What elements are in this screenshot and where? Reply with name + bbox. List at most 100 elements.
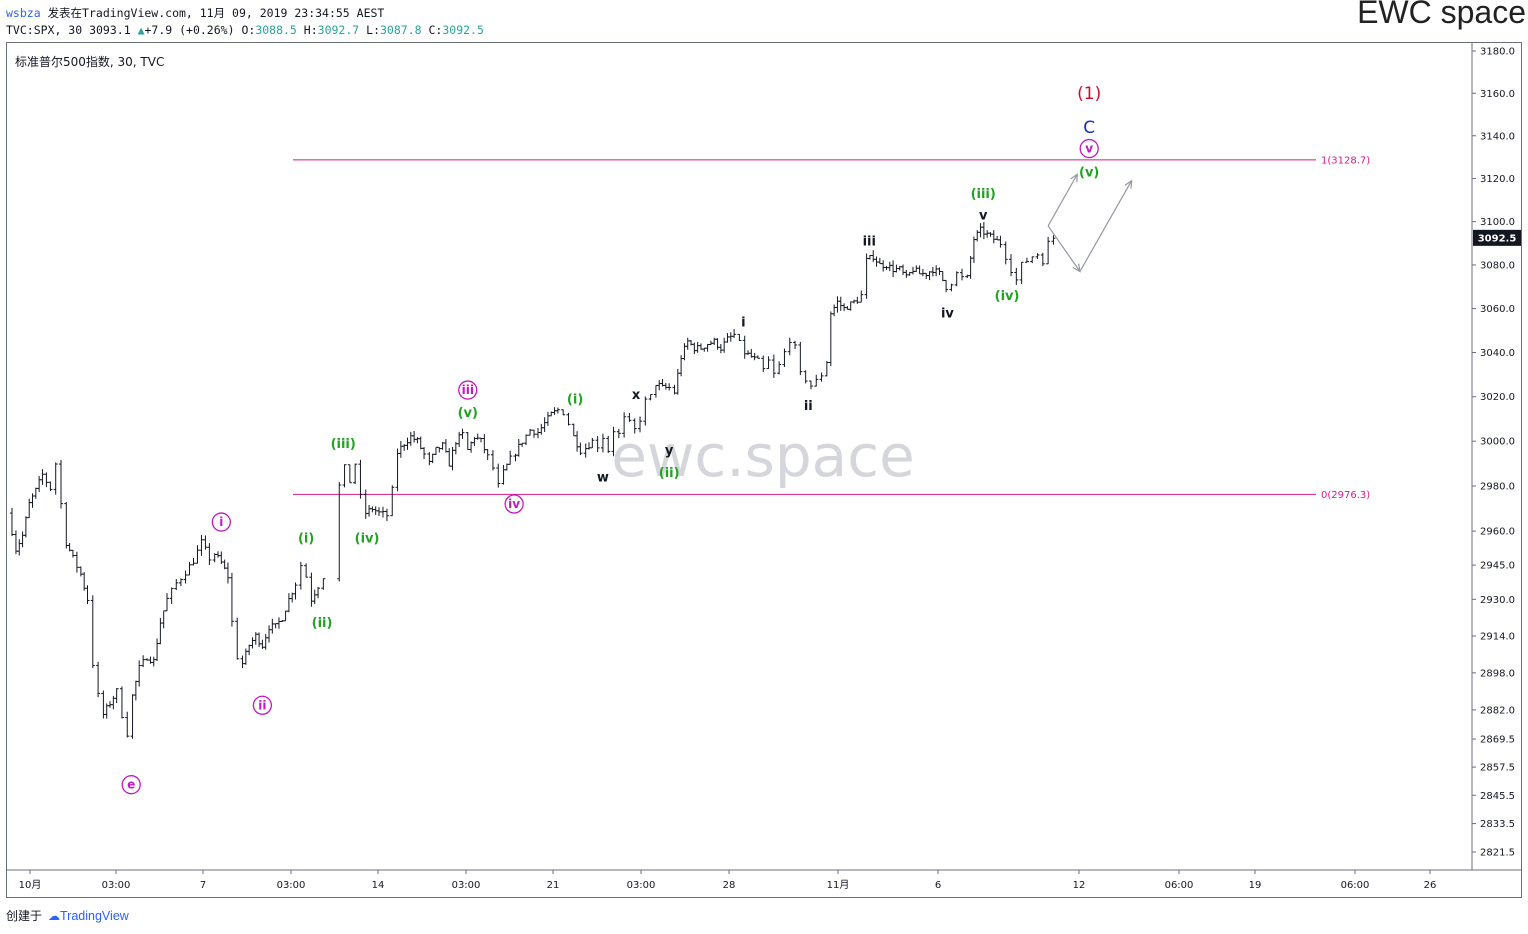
time-tick-label: 06:00	[1165, 880, 1194, 891]
price-axis[interactable]: 3180.0 3160.0 3140.0 3120.0 3100.0 3080.0 3060…	[1472, 47, 1515, 859]
wave-label-circle	[458, 380, 478, 400]
wave-label: iv	[941, 307, 954, 322]
wave-label: (ii)	[659, 466, 680, 481]
wave-label: w	[597, 471, 609, 486]
price-tick-label: 2857.5	[1480, 763, 1515, 774]
time-tick-label: 10月	[19, 879, 42, 891]
last-price-label: 3092.5	[1478, 233, 1517, 244]
chart-frame	[6, 42, 1522, 898]
price-tick-label: 3040.0	[1480, 348, 1515, 359]
footer: 创建于 ☁TradingView	[6, 907, 129, 924]
time-tick-label: 06:00	[1341, 880, 1370, 891]
wave-label: (v)	[1079, 166, 1099, 181]
price-change: +7.9 (+0.26%)	[144, 23, 235, 37]
time-tick-label: 19	[1249, 880, 1262, 891]
wave-label: (iv)	[355, 531, 380, 546]
wave-label-circle	[121, 775, 141, 795]
projection-arrow-line	[1079, 180, 1133, 272]
wave-label: iv	[508, 497, 520, 511]
wave-label: (v)	[458, 406, 478, 421]
wave-label: (1)	[1077, 84, 1101, 104]
projection-arrow-line	[1047, 173, 1078, 227]
price-tick-label: 3020.0	[1480, 392, 1515, 403]
wave-label: y	[665, 444, 674, 459]
wave-label-circle	[211, 512, 231, 532]
candles	[9, 222, 1056, 739]
plot-title: 标准普尔500指数, 30, TVC	[15, 55, 165, 69]
tradingview-link[interactable]: TradingView	[60, 909, 129, 923]
price-tick-label: 2821.5	[1480, 848, 1515, 859]
wave-label: (ii)	[312, 616, 333, 631]
time-tick-label: 14	[372, 880, 385, 891]
last-price-tag: 3092.5	[1473, 229, 1521, 246]
time-tick-label: 21	[547, 880, 560, 891]
time-tick-label: 28	[723, 880, 736, 891]
projection-arrow-line	[1047, 225, 1081, 272]
wave-label: x	[632, 388, 641, 403]
fib-levels: 1(3128.7) 0(2976.3)	[293, 155, 1370, 501]
tradingview-logo-icon[interactable]: ☁	[48, 909, 61, 923]
published-text: 发表在TradingView.com, 11月 09, 2019 23:34:5…	[47, 6, 385, 20]
close-value: 3092.5	[442, 23, 484, 37]
projection-arrows	[1047, 173, 1133, 273]
up-triangle-icon: ▲	[137, 23, 145, 37]
publish-info: wsbza 发表在TradingView.com, 11月 09, 2019 2…	[6, 5, 384, 21]
time-tick-label: 03:00	[627, 880, 656, 891]
price-tick-label: 3120.0	[1480, 174, 1515, 185]
price-tick-label: 3000.0	[1480, 437, 1515, 448]
wave-label: ii	[804, 399, 813, 414]
price-tick-label: 3160.0	[1480, 89, 1515, 100]
time-tick-label: 03:00	[102, 880, 131, 891]
price-tick-label: 2833.5	[1480, 819, 1515, 830]
price-tick-label: 2845.5	[1480, 791, 1515, 802]
wave-label: (iv)	[995, 289, 1020, 304]
wave-label: e	[127, 778, 135, 792]
last-price-tag-bg	[1473, 229, 1521, 246]
high-value: 3092.7	[317, 23, 360, 37]
wave-label: (iii)	[331, 437, 356, 452]
price-tick-label: 2960.0	[1480, 527, 1515, 538]
brand-label: EWC space	[1357, 0, 1526, 30]
price-tick-label: 2914.0	[1480, 631, 1515, 642]
price-tick-label: 3080.0	[1480, 260, 1515, 271]
fib-level-label: 0(2976.3)	[1321, 490, 1370, 501]
wave-label: iii	[462, 383, 474, 397]
wave-label: ii	[258, 698, 266, 712]
symbol-info-line: TVC:SPX, 30 3093.1 ▲+7.9 (+0.26%) O:3088…	[6, 23, 484, 37]
wave-label: (iii)	[971, 187, 996, 202]
wave-label-circle	[252, 695, 273, 715]
time-tick-label: 26	[1424, 880, 1437, 891]
time-axis[interactable]: 10月 03:00 7 03:00 14 03:00 21 03:00 28 11月 6 12 06:0…	[19, 870, 1437, 891]
price-tick-label: 2980.0	[1480, 481, 1515, 492]
price-tick-label: 3060.0	[1480, 304, 1515, 315]
time-tick-label: 03:00	[452, 880, 481, 891]
projection-arrow-head	[1070, 173, 1078, 183]
publisher-username[interactable]: wsbza	[6, 6, 41, 20]
time-tick-label: 11月	[827, 879, 850, 891]
price-tick-label: 2930.0	[1480, 595, 1515, 606]
price-tick-label: 3140.0	[1480, 131, 1515, 142]
price-tick-label: 2869.5	[1480, 735, 1515, 746]
wave-label: (i)	[298, 531, 314, 546]
time-tick-label: 03:00	[277, 880, 306, 891]
wave-label-circle	[1079, 138, 1099, 159]
wave-label: v	[979, 209, 988, 224]
created-label: 创建于	[6, 909, 43, 923]
time-tick-label: 7	[200, 880, 206, 891]
price-tick-label: 3100.0	[1480, 217, 1515, 228]
watermark: ewc.space	[611, 422, 915, 490]
time-tick-label: 6	[935, 880, 941, 891]
price-tick-label: 3180.0	[1480, 47, 1515, 58]
wave-label-circle	[504, 494, 524, 514]
open-value: 3088.5	[255, 23, 297, 37]
projection-arrow-head	[1124, 179, 1133, 189]
price-tick-label: 2882.0	[1480, 705, 1515, 716]
fib-level-label: 1(3128.7)	[1321, 155, 1370, 166]
symbol-line: TVC:SPX, 30 3093.1	[6, 23, 131, 37]
wave-label: C	[1083, 118, 1095, 138]
wave-label: (i)	[567, 392, 583, 407]
wave-label: i	[741, 315, 745, 330]
wave-label: i	[219, 515, 223, 529]
